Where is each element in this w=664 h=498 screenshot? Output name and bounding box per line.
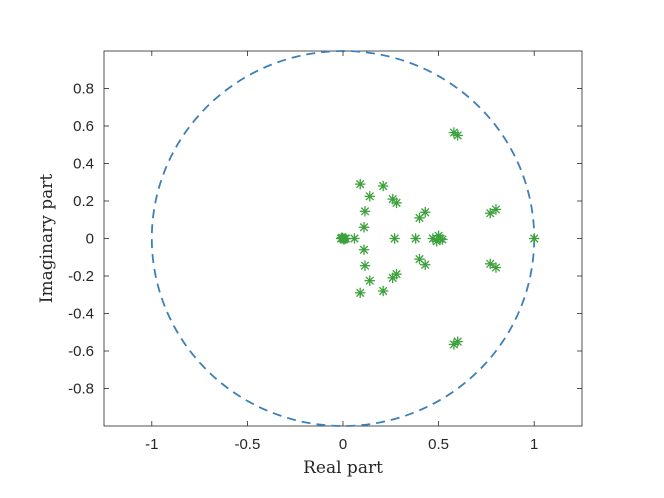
x-tick-label: 0 — [339, 436, 347, 453]
y-tick-label: -0.8 — [68, 381, 94, 398]
x-tick-label: 0.5 — [428, 436, 449, 453]
data-point — [364, 191, 375, 202]
data-point — [485, 207, 496, 219]
data-point — [377, 180, 389, 192]
data-point — [391, 197, 402, 209]
data-point — [431, 236, 442, 247]
x-tick-label: -1 — [145, 436, 158, 453]
y-tick-label: 0.4 — [73, 156, 94, 173]
x-axis-label: Real part — [303, 458, 383, 478]
data-point — [389, 233, 400, 244]
x-tick-label: -0.5 — [234, 436, 260, 453]
data-point — [420, 259, 431, 270]
data-point — [420, 207, 431, 218]
data-point — [358, 222, 370, 233]
x-tick-label: 1 — [530, 436, 538, 453]
data-point — [490, 204, 502, 215]
y-tick-label: 0.8 — [73, 81, 94, 98]
data-point — [364, 275, 375, 286]
data-point — [391, 268, 402, 280]
data-point — [410, 233, 421, 244]
data-point — [452, 336, 463, 347]
y-tick-label: 0.6 — [73, 118, 94, 135]
data-point — [359, 260, 371, 271]
data-point — [358, 244, 370, 255]
y-tick-label: -0.2 — [68, 268, 94, 285]
data-points-layer — [335, 127, 540, 350]
data-point — [377, 285, 389, 297]
data-point — [452, 130, 463, 141]
data-point — [355, 178, 366, 190]
y-tick-label: -0.6 — [68, 343, 94, 360]
y-axis-ticks: -0.8 -0.6 -0.4 -0.2 0 0.2 0.4 0.6 0.8 — [68, 81, 582, 398]
data-point — [359, 206, 371, 217]
data-point — [490, 262, 502, 273]
y-axis-label: Imaginary part — [37, 174, 57, 304]
x-axis-ticks: -1 -0.5 0 0.5 1 — [145, 51, 538, 453]
data-point — [529, 233, 540, 244]
data-point — [338, 234, 350, 245]
y-tick-label: 0 — [86, 231, 94, 248]
y-tick-label: -0.4 — [68, 306, 94, 323]
data-point — [355, 287, 366, 299]
y-tick-label: 0.2 — [73, 193, 94, 210]
data-point — [485, 258, 496, 270]
